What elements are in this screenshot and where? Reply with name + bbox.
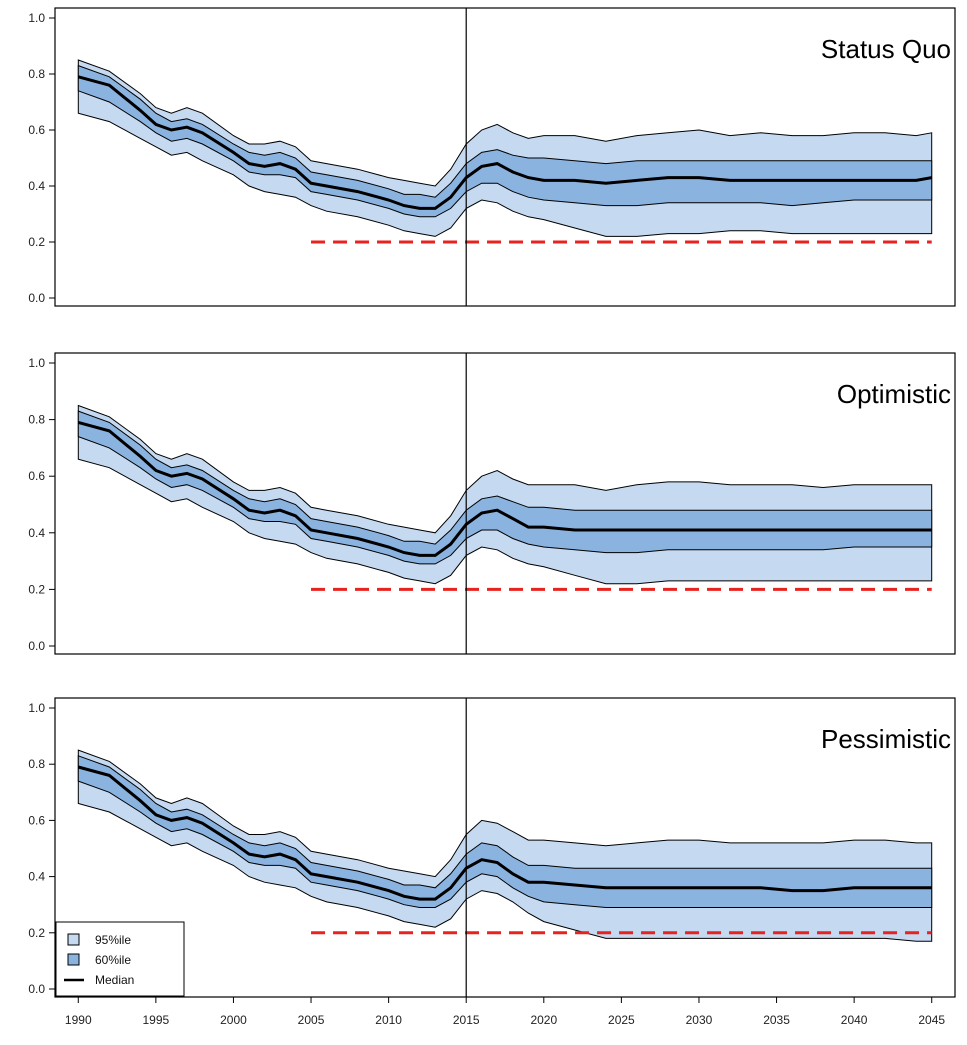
x-tick-label: 2035 — [763, 1013, 790, 1027]
x-tick-label: 2040 — [841, 1013, 868, 1027]
band-60 — [77, 410, 933, 565]
x-axis: 1990 1995 2000 2005 2010 2015 2020 2025 2030 2035… — [65, 997, 945, 1027]
median-line — [77, 420, 932, 557]
x-tick-label: 2010 — [375, 1013, 402, 1027]
y-tick-label: 0.6 — [28, 123, 45, 137]
x-tick-label: 2000 — [220, 1013, 247, 1027]
y-tick-label: 0.6 — [28, 469, 45, 483]
y-tick-label: 0.2 — [28, 582, 45, 596]
plot-frame — [54, 352, 956, 655]
y-tick-label: 0.4 — [28, 179, 45, 193]
legend-swatch-95-ile — [67, 933, 80, 946]
y-tick-label: 0.2 — [28, 926, 45, 940]
y-tick-label: 0.0 — [28, 291, 45, 305]
median-line — [77, 765, 932, 901]
y-tick-label: 0.8 — [28, 413, 45, 427]
x-tick-label: 1990 — [65, 1013, 92, 1027]
plot-frame — [54, 697, 956, 998]
panel-status-quo: 0.0 0.2 0.4 0.6 0.8 1.0 Status Quo — [28, 7, 956, 307]
legend-label-median: Median — [95, 973, 134, 987]
y-tick-label: 1.0 — [28, 356, 45, 370]
panel-pessimistic: 0.0 0.2 0.4 0.6 0.8 1.0 Pessimistic — [28, 697, 956, 998]
x-tick-label: 2015 — [453, 1013, 480, 1027]
y-tick-label: 0.6 — [28, 813, 45, 827]
legend-label-60-ile: 60%ile — [95, 953, 131, 967]
y-tick-label: 0.8 — [28, 67, 45, 81]
x-tick-label: 2030 — [686, 1013, 713, 1027]
panel-title: Pessimistic — [821, 724, 951, 754]
legend-swatch-60-ile — [67, 953, 80, 966]
y-tick-label: 1.0 — [28, 11, 45, 25]
panel-title: Optimistic — [837, 379, 951, 409]
y-tick-label: 1.0 — [28, 701, 45, 715]
panel-title: Status Quo — [821, 34, 951, 64]
band-95 — [77, 59, 933, 237]
panel-optimistic: 0.0 0.2 0.4 0.6 0.8 1.0 Optimistic — [28, 352, 956, 655]
x-tick-label: 2005 — [298, 1013, 325, 1027]
x-tick-label: 2025 — [608, 1013, 635, 1027]
x-tick-label: 2020 — [530, 1013, 557, 1027]
x-tick-label: 2045 — [918, 1013, 945, 1027]
y-tick-label: 0.8 — [28, 757, 45, 771]
y-tick-label: 0.0 — [28, 639, 45, 653]
y-tick-label: 0.2 — [28, 235, 45, 249]
legend-label-95-ile: 95%ile — [95, 933, 131, 947]
plot-frame — [54, 7, 956, 307]
band-95 — [77, 404, 933, 585]
y-tick-label: 0.4 — [28, 870, 45, 884]
x-tick-label: 1995 — [143, 1013, 170, 1027]
band-60 — [77, 755, 933, 908]
median-line — [77, 75, 932, 210]
band-95 — [77, 749, 933, 942]
y-tick-label: 0.4 — [28, 526, 45, 540]
legend: 95%ile 60%ile Median — [55, 921, 185, 997]
y-tick-label: 0.0 — [28, 982, 45, 996]
